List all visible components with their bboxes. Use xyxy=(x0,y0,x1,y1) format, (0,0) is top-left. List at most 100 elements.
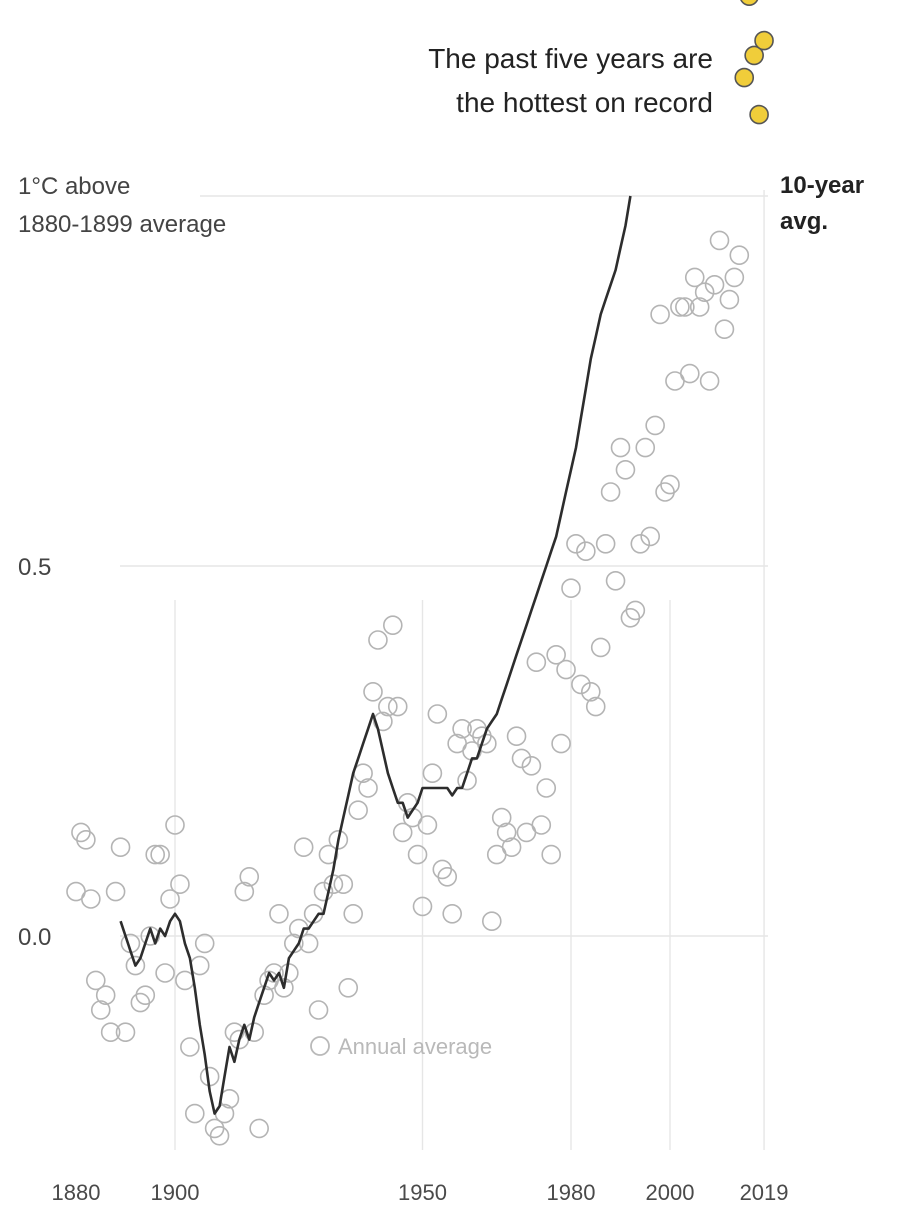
annual-point xyxy=(437,866,458,887)
annual-point xyxy=(452,718,472,739)
annual-point xyxy=(610,437,631,458)
annual-point xyxy=(150,844,170,865)
annual-point xyxy=(343,903,364,924)
annual-point xyxy=(293,837,314,858)
annual-point xyxy=(160,889,180,909)
annual-point xyxy=(170,874,190,895)
annual-point xyxy=(675,297,695,317)
annual-point xyxy=(660,474,680,495)
legend-label: Annual average xyxy=(338,1034,492,1059)
annual-point xyxy=(368,630,388,650)
annual-point xyxy=(481,911,502,932)
annual-point xyxy=(546,644,566,665)
annual-point xyxy=(699,371,720,391)
annual-point xyxy=(313,881,334,902)
annual-point xyxy=(590,637,611,658)
annual-point xyxy=(580,681,601,702)
annual-point xyxy=(165,815,185,835)
annual-point xyxy=(679,363,700,384)
annual-point xyxy=(135,985,156,1006)
annual-point xyxy=(180,1037,200,1057)
annual-point xyxy=(541,844,562,865)
annual-point xyxy=(274,977,294,998)
x-axis-labels: 1880 1900 1950 1980 2000 2019 xyxy=(52,1180,789,1205)
legend-marker-icon xyxy=(310,1036,330,1056)
y-tick-label: 1880-1899 average xyxy=(18,211,226,238)
annual-point xyxy=(719,289,740,310)
annual-point xyxy=(363,681,383,702)
annual-point xyxy=(373,711,393,732)
annual-point xyxy=(689,297,710,317)
y-tick-label: 0.5 xyxy=(18,554,51,581)
annual-point xyxy=(605,570,626,591)
annual-point xyxy=(308,1000,329,1020)
annual-point xyxy=(670,297,690,317)
annual-point xyxy=(442,903,463,924)
annual-point xyxy=(491,807,512,828)
annual-point xyxy=(155,963,175,983)
annual-point xyxy=(526,652,547,673)
annual-point xyxy=(264,963,284,983)
annual-point xyxy=(249,1118,269,1139)
annual-point xyxy=(729,245,750,265)
ten-year-average-line xyxy=(119,195,632,1115)
annual-point xyxy=(556,659,576,680)
annual-point xyxy=(684,267,705,288)
annual-point xyxy=(333,874,354,895)
annual-point xyxy=(76,829,96,850)
annual-point xyxy=(175,970,195,991)
annual-average-points xyxy=(66,230,750,1146)
annual-point xyxy=(328,829,349,850)
annual-point xyxy=(338,977,359,998)
annual-point xyxy=(724,267,745,288)
annual-point xyxy=(704,274,725,295)
hottest-year-point xyxy=(734,67,755,88)
annual-point xyxy=(640,526,661,547)
annual-point xyxy=(95,985,116,1006)
annual-point xyxy=(140,926,161,946)
annual-point xyxy=(86,970,106,991)
annual-point xyxy=(125,955,146,976)
annual-point xyxy=(348,800,368,821)
annual-point xyxy=(566,533,586,554)
annual-point xyxy=(521,755,542,776)
annual-point xyxy=(269,903,289,924)
x-tick-label: 1950 xyxy=(398,1180,447,1205)
annual-point xyxy=(115,1022,136,1042)
annual-point xyxy=(595,533,616,554)
annual-point xyxy=(501,837,522,858)
y-tick-label: 0.0 xyxy=(18,924,51,951)
annual-point xyxy=(551,733,571,754)
gridlines xyxy=(120,190,768,1150)
annual-point xyxy=(585,696,606,717)
annual-point xyxy=(709,230,730,251)
annual-point xyxy=(561,578,581,599)
annual-point xyxy=(477,733,497,754)
annual-point xyxy=(511,748,532,769)
annual-point xyxy=(694,282,715,303)
x-tick-label: 1880 xyxy=(52,1180,101,1205)
annual-point xyxy=(630,533,651,554)
x-tick-label: 1980 xyxy=(547,1180,596,1205)
annual-point xyxy=(234,881,255,902)
annual-point xyxy=(378,696,398,717)
annual-point xyxy=(625,600,646,621)
annual-point xyxy=(417,815,438,835)
annotation-line-1: The past five years are xyxy=(428,43,713,74)
annual-point xyxy=(714,319,735,340)
annual-point xyxy=(105,881,126,902)
annual-point xyxy=(576,541,596,562)
annual-point xyxy=(382,615,403,636)
annual-point xyxy=(496,822,517,843)
hottest-year-point xyxy=(754,30,774,51)
annual-point xyxy=(194,933,215,954)
x-tick-label: 2000 xyxy=(646,1180,695,1205)
annual-point xyxy=(100,1022,121,1042)
annual-point xyxy=(110,837,131,858)
annual-point xyxy=(318,844,339,865)
annual-point xyxy=(650,304,670,325)
hottest-years-annotation: The past five years are the hottest on r… xyxy=(428,43,713,118)
annual-point xyxy=(392,822,413,843)
annual-point xyxy=(412,896,433,917)
x-tick-label: 1900 xyxy=(151,1180,200,1205)
